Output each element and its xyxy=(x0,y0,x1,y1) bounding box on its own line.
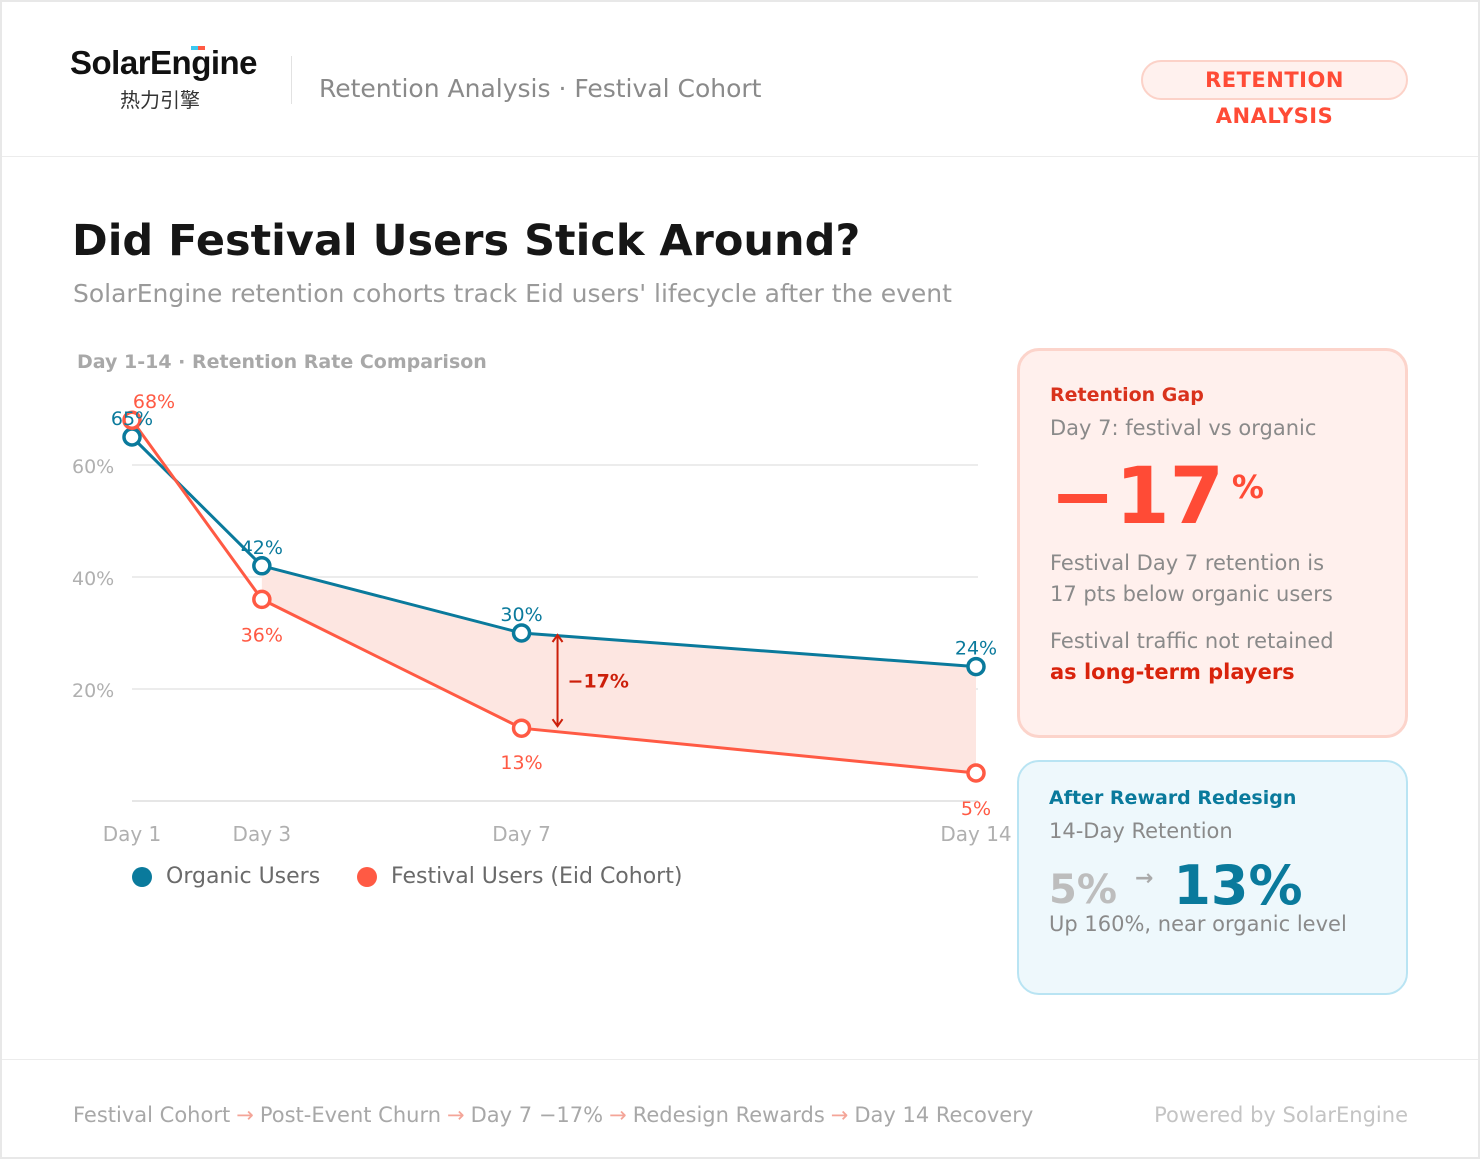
logo-accent xyxy=(191,46,205,50)
footer-rule xyxy=(2,1059,1478,1060)
arrow-icon: → xyxy=(447,1103,465,1127)
y-tick-label: 20% xyxy=(72,680,114,702)
data-label: 5% xyxy=(961,798,991,820)
data-label: 65% xyxy=(111,408,153,430)
legend-festival: Festival Users (Eid Cohort) xyxy=(357,864,682,889)
logo-cn: 热力引擎 xyxy=(120,88,200,112)
arrow-right-icon: → xyxy=(1134,866,1154,891)
arrow-icon: → xyxy=(609,1103,627,1127)
legend-dot-organic xyxy=(132,866,152,887)
gap-value: −17% xyxy=(1050,458,1375,536)
card-subheading: 14-Day Retention xyxy=(1049,819,1233,843)
data-label: 68% xyxy=(133,391,175,413)
legend-organic: Organic Users xyxy=(132,864,320,889)
footer-flow: Festival Cohort → Post-Event Churn → Day 7 −… xyxy=(73,1103,1033,1127)
arrow-icon: → xyxy=(830,1103,849,1127)
data-point xyxy=(122,427,142,447)
data-label: 13% xyxy=(500,752,542,774)
data-point xyxy=(511,623,532,643)
x-tick-label: Day 14 xyxy=(940,822,1011,846)
retention-gap-card: Retention Gap Day 7: festival vs organic… xyxy=(1017,348,1408,738)
breadcrumb: Retention Analysis · Festival Cohort xyxy=(319,74,762,103)
gap-description: Festival Day 7 retention is 17 pts below… xyxy=(1050,548,1375,688)
gap-number: −17 xyxy=(1050,452,1224,542)
data-label: 36% xyxy=(241,624,283,646)
y-tick-label: 60% xyxy=(72,456,114,478)
page-subtitle: SolarEngine retention cohorts track Eid … xyxy=(73,279,952,308)
text-line: Festival Day 7 retention is xyxy=(1050,551,1325,575)
data-point xyxy=(252,556,272,576)
series-line xyxy=(130,435,977,669)
data-point xyxy=(252,589,272,610)
header-rule xyxy=(2,156,1478,157)
header-divider xyxy=(291,56,292,104)
logo-text: SolarEngine xyxy=(70,44,258,81)
x-tick-label: Day 1 xyxy=(103,822,162,846)
arrow-icon: → xyxy=(236,1103,254,1127)
data-label: 42% xyxy=(241,537,283,559)
after-value: 13% xyxy=(1173,854,1303,917)
retention-chart: 20% 40% 60% Day 1 Day 3 Day 7 Day 14 65% 42% 30%… xyxy=(72,391,1012,846)
flow-step: Day 7 −17% xyxy=(470,1103,604,1127)
data-label: 24% xyxy=(955,638,997,660)
flow-step: Day 14 Recovery xyxy=(854,1103,1034,1127)
gap-label: −17% xyxy=(568,671,629,693)
x-tick-label: Day 3 xyxy=(233,822,292,846)
gap-unit: % xyxy=(1231,468,1264,506)
flow-step: Post-Event Churn xyxy=(259,1103,442,1127)
arrow-head-icon xyxy=(551,633,564,728)
powered-by: Powered by SolarEngine xyxy=(1154,1103,1408,1127)
data-point xyxy=(966,763,986,783)
legend-label: Organic Users xyxy=(166,864,321,889)
y-tick-label: 40% xyxy=(72,568,114,590)
card-heading: Retention Gap xyxy=(1050,384,1204,406)
text-line-highlight: as long-term players xyxy=(1050,660,1295,684)
flow-step: Festival Cohort xyxy=(73,1103,231,1127)
data-point xyxy=(511,718,532,738)
legend-label: Festival Users (Eid Cohort) xyxy=(391,864,683,889)
after-redesign-card: After Reward Redesign 14-Day Retention 5… xyxy=(1017,760,1408,995)
section-badge: RETENTION ANALYSIS xyxy=(1141,60,1408,128)
card-note: Up 160%, near organic level xyxy=(1049,912,1347,936)
text-line: Festival traffic not retained xyxy=(1050,629,1334,653)
flow-step: Redesign Rewards xyxy=(632,1103,825,1127)
before-value: 5% xyxy=(1049,867,1117,913)
text-line: 17 pts below organic users xyxy=(1050,582,1333,606)
card-heading: After Reward Redesign xyxy=(1049,787,1297,809)
logo: SolarEngine 热力引擎 xyxy=(70,44,270,113)
series-line xyxy=(130,419,977,775)
data-point xyxy=(122,410,142,430)
gap-area xyxy=(261,565,976,773)
data-point xyxy=(966,656,986,677)
chart-title: Day 1-14 · Retention Rate Comparison xyxy=(77,351,487,373)
before-after-values: 5% → 13% xyxy=(1049,854,1376,917)
card-subheading: Day 7: festival vs organic xyxy=(1050,416,1317,440)
data-label: 30% xyxy=(500,604,542,626)
page-title: Did Festival Users Stick Around? xyxy=(72,216,861,266)
x-tick-label: Day 7 xyxy=(492,822,551,846)
legend-dot-festival xyxy=(357,866,377,887)
